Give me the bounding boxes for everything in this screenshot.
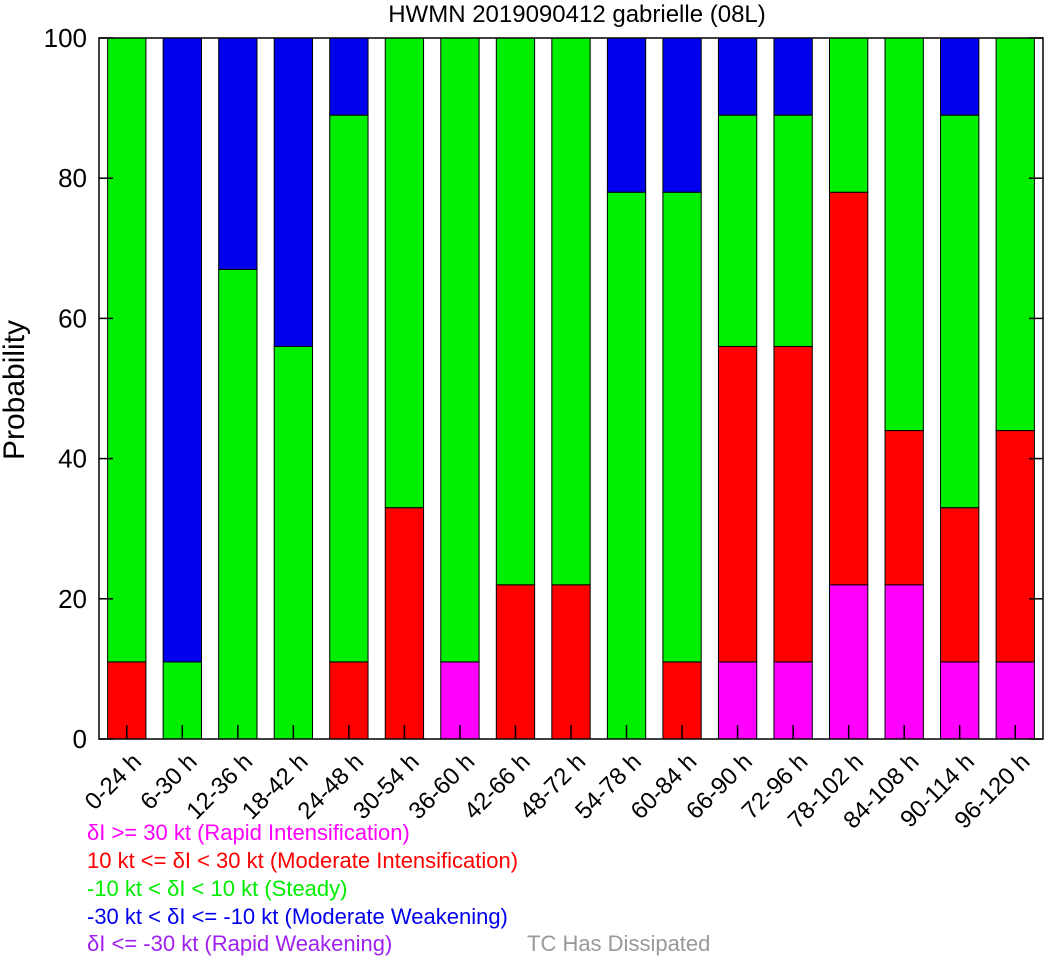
- bar-segment-2-3: [273, 345, 314, 740]
- bar-segment-3-1: [162, 37, 202, 663]
- bar-segment-2-12: [773, 114, 813, 347]
- bar-segment-1-15: [940, 507, 980, 663]
- bar-segment-2-8: [551, 37, 591, 586]
- x-tick-labels: 0-24 h6-30 h12-36 h18-42 h24-48 h30-54 h…: [80, 748, 1036, 834]
- bar-segment-1-13: [828, 191, 869, 586]
- bar-segment-3-4: [329, 37, 369, 116]
- bar-segment-2-7: [495, 37, 536, 586]
- bar-segment-2-13: [828, 37, 869, 193]
- bar-segment-2-16: [995, 37, 1035, 432]
- y-tick-label-5: 100: [44, 23, 87, 53]
- bar-segment-3-15: [940, 37, 980, 116]
- y-tick-label-3: 60: [58, 303, 87, 333]
- bar-segment-2-5: [384, 37, 425, 509]
- bar-segment-1-11: [717, 345, 758, 663]
- bar-segment-2-2: [218, 268, 258, 740]
- y-tick-label-2: 40: [58, 444, 87, 474]
- y-tick-label-1: 20: [58, 584, 87, 614]
- bar-segment-1-7: [495, 584, 536, 740]
- y-axis-label: Probability: [0, 320, 31, 460]
- bar-segment-2-14: [884, 37, 924, 432]
- axes-group: [98, 37, 1044, 740]
- bar-segment-0-14: [884, 584, 924, 740]
- bar-segment-2-11: [717, 114, 758, 347]
- bar-segment-2-4: [329, 114, 369, 663]
- bar-segment-3-2: [218, 37, 258, 270]
- bar-segment-1-12: [773, 345, 813, 663]
- bar-segment-3-12: [773, 37, 813, 116]
- bar-segment-2-9: [606, 191, 647, 740]
- bar-segment-3-3: [273, 37, 314, 347]
- bar-segment-2-0: [107, 37, 147, 663]
- bar-segment-1-8: [551, 584, 591, 740]
- bar-segment-3-11: [717, 37, 758, 116]
- bar-segment-1-5: [384, 507, 425, 740]
- y-tick-label-4: 80: [58, 163, 87, 193]
- bar-segment-2-6: [440, 37, 480, 663]
- bars-group: [107, 37, 1035, 740]
- bar-segment-2-10: [662, 191, 702, 663]
- bar-segment-1-16: [995, 430, 1035, 663]
- x-tick-label-0: 0-24 h: [80, 748, 147, 815]
- bar-segment-3-9: [606, 37, 647, 193]
- bar-segment-3-10: [662, 37, 702, 193]
- bar-segment-1-14: [884, 430, 924, 586]
- bar-segment-0-13: [828, 584, 869, 740]
- y-tick-labels: 0 20 40 60 80 100: [44, 23, 87, 754]
- y-tick-label-0: 0: [73, 724, 87, 754]
- chart-title: HWMN 2019090412 gabrielle (08L): [388, 1, 766, 28]
- bar-segment-2-15: [940, 114, 980, 509]
